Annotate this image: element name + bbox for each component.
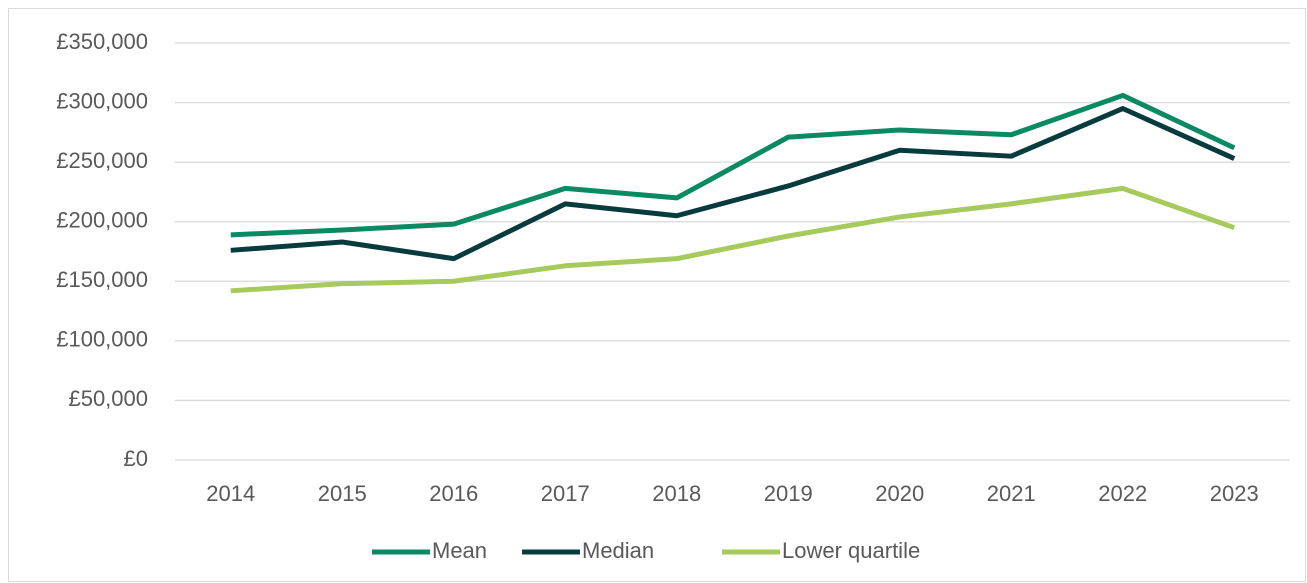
y-tick-label: £250,000 bbox=[56, 148, 148, 173]
x-tick-label: 2014 bbox=[206, 481, 255, 506]
x-tick-label: 2020 bbox=[875, 481, 924, 506]
x-tick-label: 2018 bbox=[652, 481, 701, 506]
x-tick-label: 2015 bbox=[318, 481, 367, 506]
legend-label: Mean bbox=[432, 538, 487, 563]
legend-label: Lower quartile bbox=[782, 538, 920, 563]
y-tick-label: £0 bbox=[124, 446, 148, 471]
y-tick-label: £50,000 bbox=[68, 386, 148, 411]
y-tick-label: £300,000 bbox=[56, 88, 148, 113]
series-line bbox=[230, 185, 1236, 294]
x-tick-label: 2023 bbox=[1210, 481, 1259, 506]
legend-label: Median bbox=[582, 538, 654, 563]
chart-frame bbox=[8, 8, 1306, 582]
series-line bbox=[230, 106, 1236, 262]
x-tick-label: 2017 bbox=[541, 481, 590, 506]
y-tick-label: £200,000 bbox=[56, 208, 148, 233]
x-tick-label: 2022 bbox=[1098, 481, 1147, 506]
x-tick-label: 2016 bbox=[429, 481, 478, 506]
y-tick-label: £350,000 bbox=[56, 29, 148, 54]
x-tick-label: 2021 bbox=[987, 481, 1036, 506]
series-line bbox=[230, 92, 1236, 238]
y-tick-label: £100,000 bbox=[56, 327, 148, 352]
x-tick-label: 2019 bbox=[764, 481, 813, 506]
y-tick-label: £150,000 bbox=[56, 267, 148, 292]
